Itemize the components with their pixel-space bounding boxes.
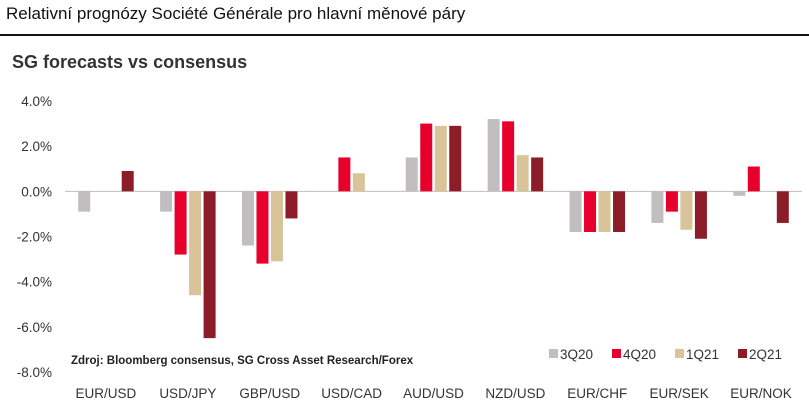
bar-eur-nok-2q21 (776, 191, 789, 223)
bar-usd-jpy-2q21 (203, 191, 216, 339)
bar-eur-chf-2q21 (613, 191, 626, 232)
x-axis-categories: EUR/USD USD/JPY GBP/USD USD/CAD AUD/USD NZD/U… (76, 386, 792, 401)
legend-swatch (612, 349, 621, 358)
y-tick-label: -2.0% (17, 230, 52, 245)
legend-label: 4Q20 (623, 347, 656, 362)
header-divider (0, 34, 809, 36)
bar-usd-jpy-1q21 (189, 191, 202, 296)
bar-eur-chf-4q20 (584, 191, 597, 232)
bar-eur-nok-4q20 (747, 166, 760, 192)
x-category-label: NZD/USD (485, 386, 545, 401)
y-axis-ticks: 4.0% 2.0% 0.0% -2.0% -4.0% -6.0% -8.0% (17, 94, 52, 380)
bar-eur-sek-4q20 (665, 191, 678, 212)
bar-aud-usd-3q20 (405, 157, 418, 192)
x-category-label: EUR/CHF (567, 386, 627, 401)
legend: 3Q20 4Q20 1Q21 2Q21 (549, 347, 782, 362)
bar-eur-sek-3q20 (651, 191, 664, 223)
bar-usd-cad-1q21 (352, 173, 365, 192)
legend-label: 3Q20 (560, 347, 593, 362)
y-tick-label: 4.0% (21, 94, 52, 109)
y-tick-label: -4.0% (17, 275, 52, 290)
bar-nzd-usd-2q21 (531, 157, 544, 192)
y-tick-label: 2.0% (21, 139, 52, 154)
bar-eur-chf-1q21 (598, 191, 611, 232)
legend-swatch (549, 349, 558, 358)
bar-aud-usd-2q21 (449, 125, 462, 192)
bar-eur-chf-3q20 (569, 191, 582, 232)
x-category-label: GBP/USD (239, 386, 300, 401)
bars (78, 119, 789, 339)
x-category-label: EUR/USD (76, 386, 137, 401)
bar-usd-jpy-3q20 (160, 191, 173, 212)
page-title: Relativní prognózy Société Générale pro … (6, 4, 466, 23)
bar-aud-usd-1q21 (434, 125, 447, 192)
bar-nzd-usd-4q20 (502, 121, 515, 192)
bar-eur-sek-1q21 (680, 191, 693, 230)
legend-label: 2Q21 (749, 347, 782, 362)
y-tick-label: 0.0% (21, 184, 52, 199)
x-category-label: EUR/SEK (650, 386, 709, 401)
legend-swatch (675, 349, 684, 358)
bar-gbp-usd-3q20 (241, 191, 254, 246)
bar-usd-jpy-4q20 (174, 191, 187, 255)
bar-eur-sek-2q21 (694, 191, 707, 239)
bar-gbp-usd-4q20 (256, 191, 269, 264)
x-category-label: USD/JPY (159, 386, 216, 401)
bar-gbp-usd-1q21 (270, 191, 283, 262)
bar-eur-usd-3q20 (78, 191, 91, 212)
bar-nzd-usd-3q20 (487, 119, 500, 192)
y-tick-label: -8.0% (17, 365, 52, 380)
bar-gbp-usd-2q21 (285, 191, 298, 219)
legend-label: 1Q21 (686, 347, 719, 362)
y-tick-label: -6.0% (17, 320, 52, 335)
bar-eur-usd-2q21 (121, 171, 134, 192)
x-category-label: USD/CAD (321, 386, 382, 401)
x-category-label: EUR/NOK (730, 386, 792, 401)
source-note: Zdroj: Bloomberg consensus, SG Cross Ass… (71, 355, 414, 367)
x-category-label: AUD/USD (403, 386, 464, 401)
bar-aud-usd-4q20 (420, 123, 433, 192)
legend-swatch (738, 349, 747, 358)
chart-title: SG forecasts vs consensus (12, 52, 248, 72)
bar-usd-cad-4q20 (338, 157, 351, 192)
bar-eur-nok-3q20 (733, 191, 746, 196)
bar-nzd-usd-1q21 (516, 155, 529, 192)
